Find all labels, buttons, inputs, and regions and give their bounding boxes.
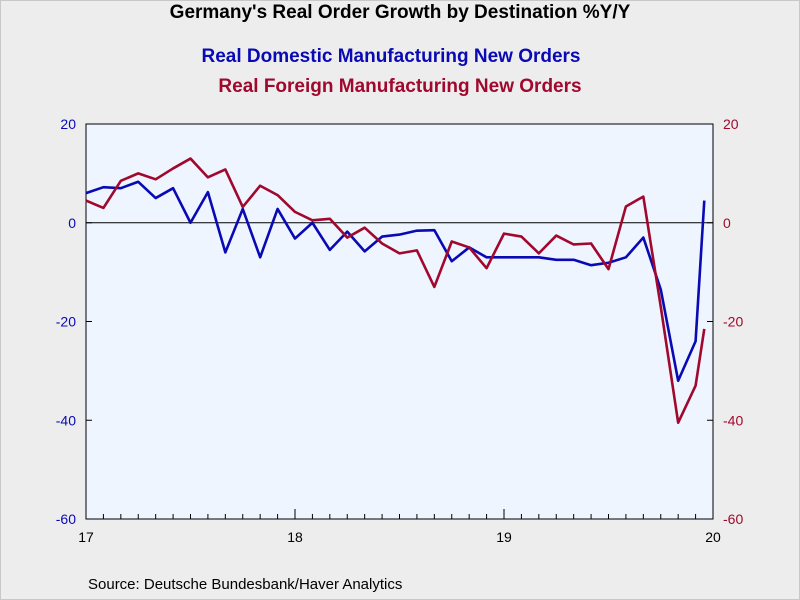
y-tick-label-right: 0 [723, 215, 731, 231]
chart-title: Germany's Real Order Growth by Destinati… [169, 2, 631, 23]
y-tick-label-left: -60 [56, 511, 76, 527]
legend-domestic: Real Domestic Manufacturing New Orders [201, 46, 581, 67]
y-tick-label-right: -40 [723, 412, 743, 428]
series-line-domestic [85, 180, 706, 383]
x-tick-label: 18 [287, 529, 303, 545]
x-tick-label: 17 [78, 529, 94, 545]
y-tick-label-left: 0 [68, 215, 76, 231]
x-tick-label: 20 [705, 529, 721, 545]
y-tick-label-right: -20 [723, 314, 743, 330]
y-tick-label-right: -60 [723, 511, 743, 527]
y-tick-label-left: 20 [60, 116, 76, 132]
x-tick-label: 19 [496, 529, 512, 545]
series-line-foreign [85, 157, 706, 425]
source-note: Source: Deutsche Bundesbank/Haver Analyt… [88, 576, 403, 593]
legend-foreign: Real Foreign Manufacturing New Orders [218, 76, 582, 97]
y-tick-label-right: 20 [723, 116, 739, 132]
y-tick-label-left: -20 [56, 314, 76, 330]
plot-area [85, 123, 714, 520]
y-tick-label-left: -40 [56, 412, 76, 428]
